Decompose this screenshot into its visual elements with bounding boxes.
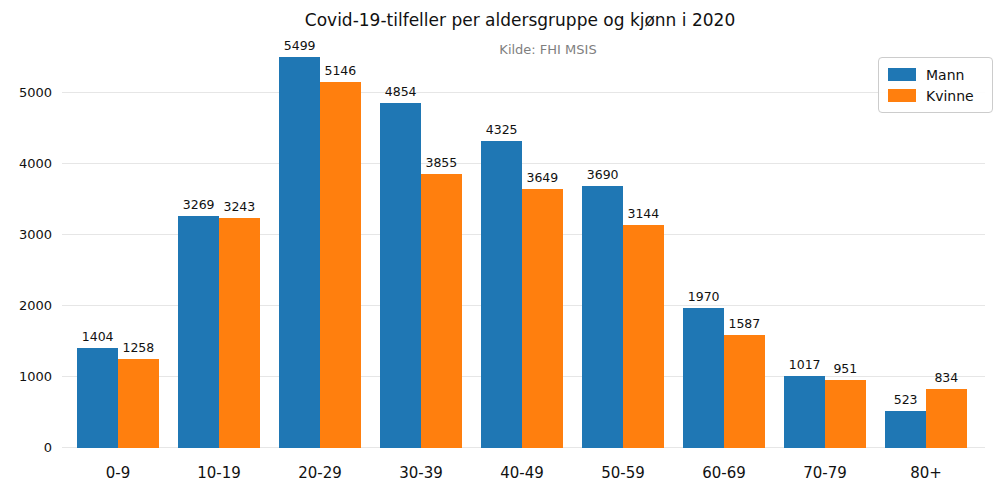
y-tick-label: 0 xyxy=(0,439,52,457)
x-tick-label: 40-49 xyxy=(500,464,544,482)
bar-value-label: 523 xyxy=(894,392,918,407)
gridline xyxy=(62,92,985,93)
plot-area: 1404125832693243549951464854385543253649… xyxy=(62,50,985,448)
legend: Mann Kvinne xyxy=(878,57,993,113)
legend-label: Mann xyxy=(926,67,964,83)
bar-value-label: 3144 xyxy=(627,206,659,221)
x-tick-label: 30-39 xyxy=(399,464,443,482)
bar-kvinne-40-49 xyxy=(522,189,563,448)
bar-value-label: 3855 xyxy=(425,155,457,170)
bar-value-label: 951 xyxy=(833,361,857,376)
bar-mann-30-39 xyxy=(380,103,421,448)
bar-kvinne-50-59 xyxy=(623,225,664,448)
bar-mann-60-69 xyxy=(683,308,724,448)
bar-value-label: 3269 xyxy=(183,197,215,212)
x-tick-label: 60-69 xyxy=(702,464,746,482)
bar-value-label: 1587 xyxy=(728,316,760,331)
bar-mann-50-59 xyxy=(582,186,623,448)
bar-mann-20-29 xyxy=(279,57,320,448)
bar-value-label: 1404 xyxy=(82,329,114,344)
bar-kvinne-10-19 xyxy=(219,218,260,448)
bar-value-label: 5499 xyxy=(284,38,316,53)
bar-value-label: 5146 xyxy=(324,63,356,78)
legend-swatch-icon xyxy=(888,68,916,81)
bar-kvinne-20-29 xyxy=(320,82,361,448)
y-tick-label: 4000 xyxy=(0,155,52,173)
x-tick-label: 10-19 xyxy=(197,464,241,482)
y-tick-label: 2000 xyxy=(0,297,52,315)
bar-mann-70-79 xyxy=(784,376,825,448)
legend-label: Kvinne xyxy=(926,88,974,104)
bar-value-label: 4854 xyxy=(385,84,417,99)
bar-mann-10-19 xyxy=(178,216,219,448)
legend-item-kvinne: Kvinne xyxy=(888,85,983,106)
y-tick-label: 3000 xyxy=(0,226,52,244)
gridline xyxy=(62,163,985,164)
bar-value-label: 834 xyxy=(934,370,958,385)
legend-swatch-icon xyxy=(888,89,916,102)
x-tick-label: 70-79 xyxy=(803,464,847,482)
bar-value-label: 1258 xyxy=(122,340,154,355)
legend-item-mann: Mann xyxy=(888,64,983,85)
y-tick-label: 5000 xyxy=(0,84,52,102)
x-tick-label: 80+ xyxy=(910,464,942,482)
chart-title: Covid-19-tilfeller per aldersgruppe og k… xyxy=(305,10,735,30)
bar-mann-40-49 xyxy=(481,141,522,448)
y-tick-label: 1000 xyxy=(0,368,52,386)
bar-mann-80+ xyxy=(885,411,926,448)
x-tick-label: 0-9 xyxy=(106,464,131,482)
x-tick-label: 20-29 xyxy=(298,464,342,482)
bar-kvinne-60-69 xyxy=(724,335,765,448)
bar-value-label: 3649 xyxy=(526,170,558,185)
bar-value-label: 3690 xyxy=(587,167,619,182)
bar-chart-figure: Covid-19-tilfeller per aldersgruppe og k… xyxy=(0,0,1000,500)
bar-value-label: 1017 xyxy=(789,357,821,372)
bar-value-label: 4325 xyxy=(486,122,518,137)
bar-value-label: 3243 xyxy=(223,199,255,214)
bar-kvinne-30-39 xyxy=(421,174,462,448)
bar-mann-0-9 xyxy=(77,348,118,448)
bar-kvinne-70-79 xyxy=(825,380,866,448)
bar-kvinne-80+ xyxy=(926,389,967,448)
x-tick-label: 50-59 xyxy=(601,464,645,482)
bar-value-label: 1970 xyxy=(688,289,720,304)
bar-kvinne-0-9 xyxy=(118,359,159,448)
